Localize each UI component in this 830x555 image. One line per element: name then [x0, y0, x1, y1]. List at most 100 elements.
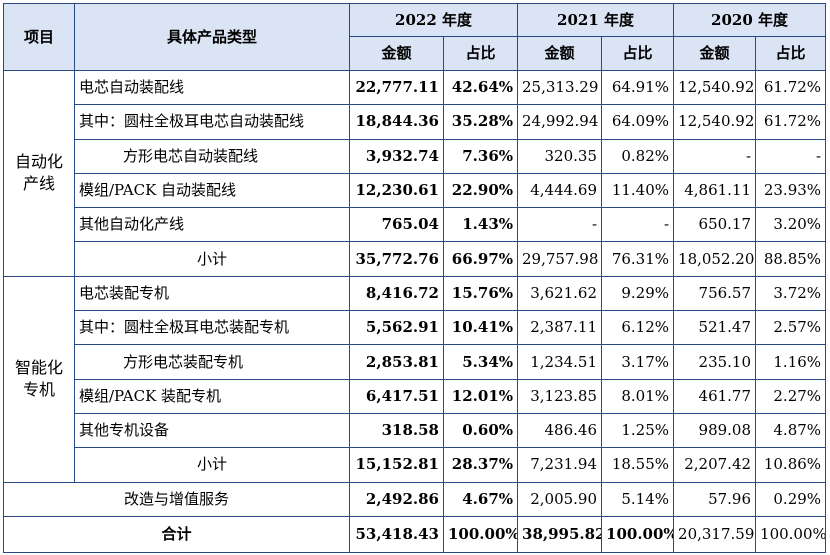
header-product-type: 具体产品类型: [74, 3, 350, 71]
revenue-table: 项目 具体产品类型 2022 年度 2021 年度 2020 年度 金额 占比 …: [3, 3, 827, 553]
table-row: 模组/PACK 自动装配线 12,230.61 22.90% 4,444.69 11.4…: [4, 172, 827, 209]
total-label: 合计: [3, 515, 350, 553]
amount-cell: 8,416.72: [349, 275, 444, 312]
product-type-cell: 其他自动化产线: [74, 207, 350, 243]
ratio-cell: 1.25%: [601, 412, 675, 449]
amount-cell: 15,152.81: [349, 447, 444, 483]
ratio-cell: -: [601, 207, 675, 243]
header-ratio: 占比: [442, 36, 519, 71]
amount-cell: 4,444.69: [517, 172, 603, 209]
amount-cell: -: [517, 207, 603, 243]
ratio-cell: 28.37%: [442, 447, 519, 483]
ratio-cell: 3.17%: [601, 344, 675, 380]
amount-cell: 486.46: [517, 412, 603, 449]
amount-cell: 989.08: [673, 412, 757, 449]
amount-cell: 18,844.36: [349, 104, 444, 140]
amount-cell: 12,230.61: [349, 172, 444, 209]
product-type-cell: 方形电芯装配专机: [74, 344, 350, 380]
ratio-cell: 23.93%: [755, 172, 827, 209]
table-row: 智能化 专机 电芯装配专机 8,416.72 15.76% 3,621.62 9.29% 7…: [3, 275, 827, 483]
table-body: 自动化 产线 电芯自动装配线 22,777.11 42.64% 25,313.29 64.…: [3, 69, 827, 553]
header-amount: 金额: [349, 36, 444, 71]
table-row: 其中：圆柱全极耳电芯装配专机 5,562.91 10.41% 2,387.11 6.12…: [4, 310, 827, 346]
amount-cell: 38,995.82: [517, 515, 603, 553]
ratio-cell: -: [755, 138, 827, 174]
amount-cell: 765.04: [349, 207, 444, 243]
ratio-cell: 1.43%: [442, 207, 519, 243]
amount-cell: 3,621.62: [517, 275, 603, 312]
amount-cell: 2,207.42: [673, 447, 757, 483]
ratio-cell: 3.72%: [755, 275, 827, 312]
product-type-cell: 电芯装配专机: [74, 275, 350, 312]
ratio-cell: 12.01%: [442, 378, 519, 414]
amount-cell: 3,123.85: [517, 378, 603, 414]
ratio-cell: 4.87%: [755, 412, 827, 449]
amount-cell: 2,387.11: [517, 310, 603, 346]
ratio-cell: 7.36%: [442, 138, 519, 174]
table-row: 其他专机设备 318.58 0.60% 486.46 1.25% 989.08 4.87%: [4, 412, 827, 449]
ratio-cell: 10.41%: [442, 310, 519, 346]
amount-cell: 756.57: [673, 275, 757, 312]
amount-cell: 461.77: [673, 378, 757, 414]
amount-cell: 320.35: [517, 138, 603, 174]
amount-cell: 20,317.59: [673, 515, 757, 553]
service-label: 改造与增值服务: [3, 481, 350, 517]
subtotal-row: 小计 35,772.76 66.97% 29,757.98 76.31% 18,052.2…: [4, 241, 827, 277]
ratio-cell: 0.29%: [755, 481, 827, 517]
ratio-cell: 15.76%: [442, 275, 519, 312]
header-ratio: 占比: [601, 36, 675, 71]
ratio-cell: 35.28%: [442, 104, 519, 140]
product-type-cell: 小计: [74, 241, 350, 277]
product-type-cell: 其中：圆柱全极耳电芯自动装配线: [74, 104, 350, 140]
ratio-cell: 11.40%: [601, 172, 675, 209]
ratio-cell: 100.00%: [442, 515, 519, 553]
product-type-cell: 其中：圆柱全极耳电芯装配专机: [74, 310, 350, 346]
ratio-cell: 9.29%: [601, 275, 675, 312]
product-type-cell: 模组/PACK 装配专机: [74, 378, 350, 414]
ratio-cell: 61.72%: [755, 69, 827, 106]
ratio-cell: 8.01%: [601, 378, 675, 414]
ratio-cell: 4.67%: [442, 481, 519, 517]
ratio-cell: 61.72%: [755, 104, 827, 140]
table-row: 自动化 产线 电芯自动装配线 22,777.11 42.64% 25,313.29 64.…: [3, 69, 827, 277]
category-cell: 自动化 产线: [3, 70, 75, 277]
table-row: 其中：圆柱全极耳电芯自动装配线 18,844.36 35.28% 24,992.94 6…: [4, 104, 827, 140]
service-row: 改造与增值服务 2,492.86 4.67% 2,005.90 5.14% 57.96 0.…: [3, 481, 827, 517]
amount-cell: 35,772.76: [349, 241, 444, 277]
header-amount: 金额: [517, 36, 603, 71]
amount-cell: 1,234.51: [517, 344, 603, 380]
total-row: 合计 53,418.43 100.00% 38,995.82 100.00% 20,317…: [3, 515, 827, 553]
table-row: 其他自动化产线 765.04 1.43% - -650.17 3.20%: [4, 207, 827, 243]
amount-cell: 12,540.92: [673, 69, 757, 106]
amount-cell: 57.96: [673, 481, 757, 517]
table-row: 方形电芯装配专机 2,853.81 5.34% 1,234.51 3.17% 235.10…: [4, 344, 827, 380]
amount-cell: 2,492.86: [349, 481, 444, 517]
product-type-cell: 其他专机设备: [74, 412, 350, 449]
ratio-cell: 66.97%: [442, 241, 519, 277]
amount-cell: 12,540.92: [673, 104, 757, 140]
amount-cell: 29,757.98: [517, 241, 603, 277]
category-cell: 智能化 专机: [3, 275, 75, 483]
amount-cell: 24,992.94: [517, 104, 603, 140]
ratio-cell: 3.20%: [755, 207, 827, 243]
amount-cell: 5,562.91: [349, 310, 444, 346]
product-type-cell: 模组/PACK 自动装配线: [74, 172, 350, 209]
amount-cell: 18,052.20: [673, 241, 757, 277]
amount-cell: 53,418.43: [349, 515, 444, 553]
table-row: 方形电芯自动装配线 3,932.74 7.36% 320.35 0.82% - -: [4, 138, 827, 174]
ratio-cell: 0.60%: [442, 412, 519, 449]
ratio-cell: 2.57%: [755, 310, 827, 346]
ratio-cell: 6.12%: [601, 310, 675, 346]
amount-cell: 318.58: [349, 412, 444, 449]
ratio-cell: 10.86%: [755, 447, 827, 483]
amount-cell: 22,777.11: [349, 69, 444, 106]
ratio-cell: 64.09%: [601, 104, 675, 140]
amount-cell: 2,005.90: [517, 481, 603, 517]
ratio-cell: 2.27%: [755, 378, 827, 414]
ratio-cell: 22.90%: [442, 172, 519, 209]
header-ratio: 占比: [755, 36, 827, 71]
ratio-cell: 5.34%: [442, 344, 519, 380]
ratio-cell: 64.91%: [601, 69, 675, 106]
subtotal-row: 小计 15,152.81 28.37% 7,231.94 18.55% 2,207.42 1…: [4, 447, 827, 483]
amount-cell: 2,853.81: [349, 344, 444, 380]
